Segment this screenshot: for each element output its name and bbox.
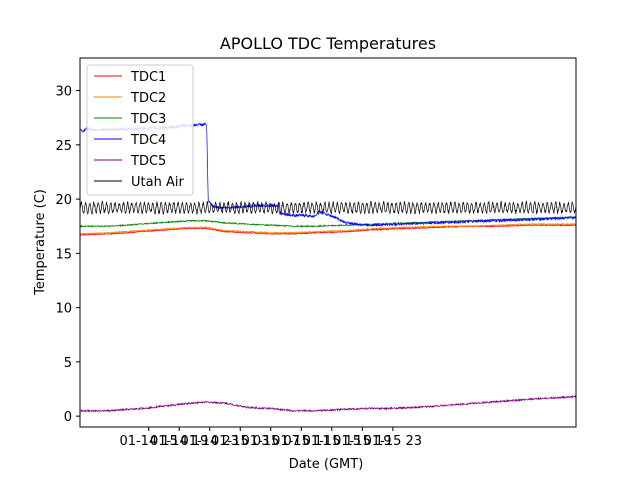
y-tick-label: 15 [55, 247, 72, 262]
legend-label-tdc5: TDC5 [130, 154, 166, 169]
legend-label-tdc2: TDC2 [130, 91, 166, 106]
y-tick-label: 25 [55, 139, 72, 154]
legend: TDC1 TDC2 TDC3 TDC4 TDC5 Utah Air [86, 64, 194, 196]
y-axis-ticks: 0 5 10 15 20 25 30 [55, 85, 80, 425]
x-tick-label: 01-15 23 [364, 434, 422, 449]
x-tick-label: 01-14 23 [180, 434, 238, 449]
plot-frame [79, 57, 577, 428]
y-axis-label: Temperature (C) [33, 189, 48, 296]
y-tick-label: 10 [55, 302, 72, 317]
legend-label-tdc1: TDC1 [130, 70, 166, 85]
y-tick-label: 20 [55, 193, 72, 208]
x-tick-label: 01-15 15 [303, 434, 361, 449]
x-tick-label: 01-14 19 [150, 434, 208, 449]
x-tick-label: 01-15 11 [272, 434, 330, 449]
x-tick-label: 01-15 03 [211, 434, 269, 449]
x-tick-label: 01-15 19 [333, 434, 391, 449]
series-line-utah-air [80, 199, 576, 216]
y-tick-label: 5 [64, 356, 72, 371]
series-line-tdc5 [80, 394, 576, 413]
chart-title: APOLLO TDC Temperatures [220, 34, 436, 53]
series-line-tdc1 [80, 223, 576, 236]
x-tick-label: 01-14 15 [119, 434, 177, 449]
legend-label-tdc4: TDC4 [130, 133, 166, 148]
series-line-tdc2 [80, 222, 576, 235]
x-axis-label: Date (GMT) [289, 457, 364, 472]
y-tick-label: 30 [55, 85, 72, 100]
x-tick-label: 01-15 07 [242, 434, 300, 449]
legend-label-tdc3: TDC3 [130, 112, 166, 127]
y-tick-label: 0 [64, 410, 72, 425]
legend-label-utah-air: Utah Air [131, 175, 184, 190]
